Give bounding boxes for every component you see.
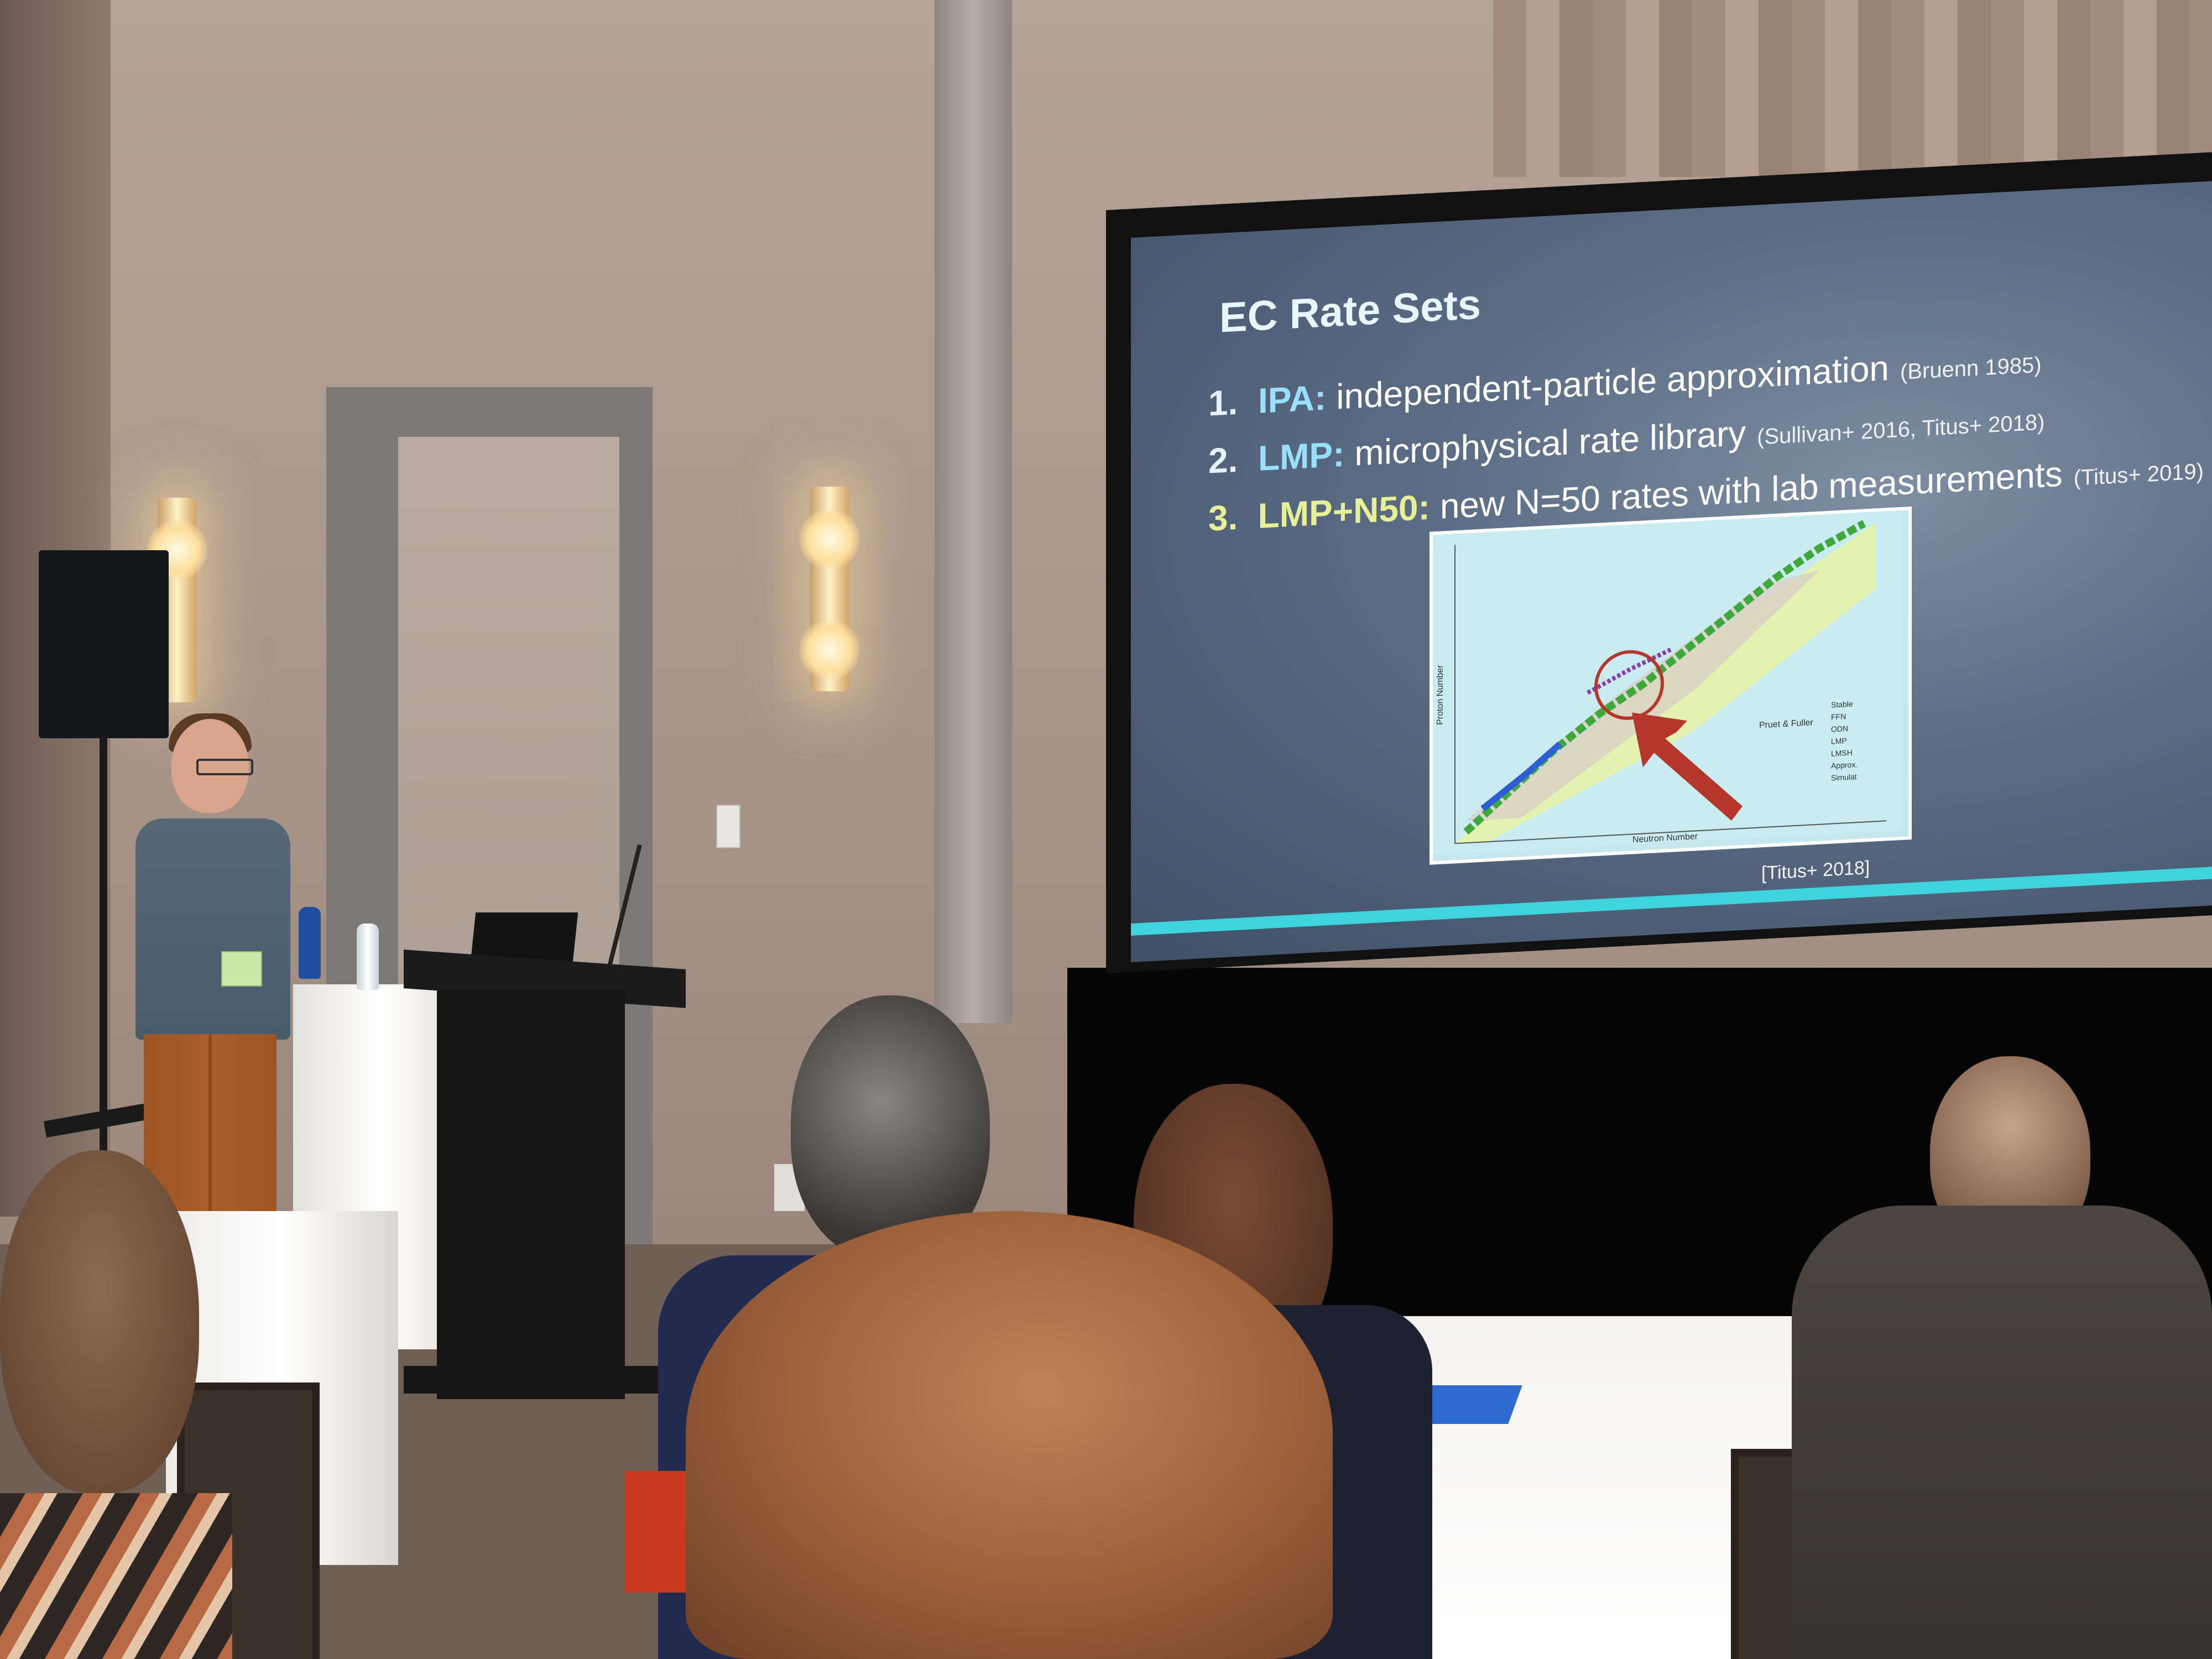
wall-pillar bbox=[935, 0, 1012, 1023]
nuclide-chart-svg: Neutron Number Proton Number Pruet & Ful… bbox=[1433, 510, 1902, 855]
speaker-stand bbox=[100, 735, 107, 1156]
item-description: microphysical rate library bbox=[1354, 413, 1746, 473]
gray-jacket bbox=[1792, 1206, 2212, 1659]
item-key: LMP+N50: bbox=[1258, 487, 1430, 536]
item-number: 1. bbox=[1208, 382, 1238, 424]
x-axis-label: Neutron Number bbox=[1632, 832, 1698, 844]
item-number: 3. bbox=[1208, 497, 1238, 539]
y-axis-label: Proton Number bbox=[1436, 664, 1445, 725]
legend-item: Stable bbox=[1831, 700, 1853, 709]
x-axis bbox=[1455, 820, 1886, 844]
long-hair bbox=[686, 1211, 1333, 1659]
item-key: LMP: bbox=[1258, 434, 1345, 478]
legend-item: ODN bbox=[1831, 724, 1848, 734]
sconce-light bbox=[799, 509, 860, 570]
legend-item: LMSH bbox=[1831, 748, 1853, 758]
legend-item: LMP bbox=[1831, 736, 1847, 745]
item-citation: (Bruenn 1985) bbox=[1900, 352, 2042, 385]
nuclide-chart-figure: Neutron Number Proton Number Pruet & Ful… bbox=[1430, 507, 1912, 865]
legend-item: Simulat bbox=[1831, 772, 1857, 782]
audience-member-front bbox=[686, 1211, 1333, 1659]
legend-item: FFN bbox=[1831, 712, 1846, 721]
presenter bbox=[133, 713, 332, 1217]
water-bottle bbox=[357, 924, 379, 990]
nuclide-band bbox=[1480, 741, 1562, 812]
presentation-slide: EC Rate Sets 1. IPA: independent-particl… bbox=[1131, 181, 2212, 963]
slide-accent-bar bbox=[1131, 867, 2212, 936]
figure-citation: [Titus+ 2018] bbox=[1761, 857, 1870, 884]
red-arrow-icon bbox=[1632, 712, 1743, 821]
blue-bottle bbox=[299, 907, 321, 979]
sconce-light bbox=[799, 619, 860, 680]
presenter-glasses bbox=[196, 759, 253, 775]
slide-title: EC Rate Sets bbox=[1219, 280, 1481, 342]
audience-member-left bbox=[0, 1150, 232, 1659]
item-key: IPA: bbox=[1258, 377, 1327, 421]
presenter-head bbox=[171, 719, 249, 813]
item-description: independent-particle approximation bbox=[1336, 348, 1889, 417]
highlight-circle bbox=[1594, 650, 1664, 720]
podium-base bbox=[404, 1366, 664, 1394]
light-switch bbox=[716, 805, 740, 848]
window-curtain bbox=[1493, 0, 2212, 177]
item-citation: (Titus+ 2019) bbox=[2073, 459, 2204, 491]
legend-title: Pruet & Fuller bbox=[1759, 718, 1813, 730]
chart-region bbox=[1466, 570, 1820, 821]
name-badge bbox=[221, 951, 262, 987]
nuclide-band bbox=[1587, 648, 1672, 695]
hair bbox=[0, 1150, 199, 1493]
legend-item: Approx. bbox=[1831, 760, 1858, 770]
item-citation: (Sullivan+ 2016, Titus+ 2018) bbox=[1757, 410, 2045, 450]
pa-speaker bbox=[39, 550, 169, 738]
presenter-pants bbox=[144, 1034, 276, 1217]
chart-legend: Pruet & Fuller Stable FFN ODN LMP LMSH A… bbox=[1759, 700, 1858, 782]
item-number: 2. bbox=[1208, 439, 1238, 481]
audience-member-right bbox=[1792, 1056, 2212, 1659]
podium bbox=[437, 990, 625, 1399]
presenter-shirt bbox=[135, 818, 290, 1040]
patterned-shirt bbox=[0, 1493, 232, 1659]
